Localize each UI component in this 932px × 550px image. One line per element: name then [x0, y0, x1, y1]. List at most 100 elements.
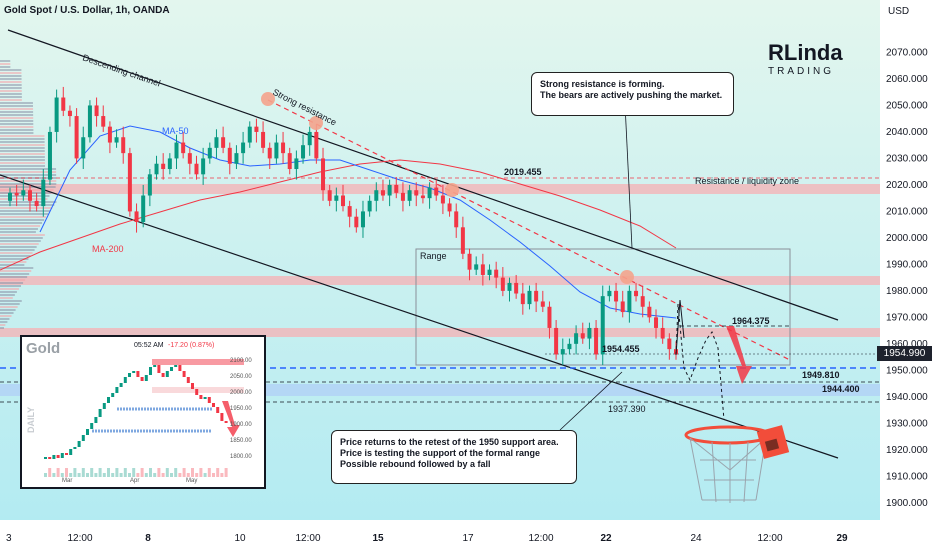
inset-volume-bar	[191, 468, 194, 477]
volume-profile-bar	[0, 231, 36, 233]
candle-body	[207, 147, 212, 159]
candle-body	[274, 142, 279, 159]
resistance-zone	[0, 184, 880, 194]
inset-volume-bar	[178, 473, 182, 477]
price-tick-label: 2050.000	[886, 100, 928, 111]
candle-body	[267, 147, 272, 159]
inset-candle	[224, 421, 228, 423]
time-tick-label: 12:00	[295, 533, 320, 544]
candle-body	[580, 333, 585, 339]
candle-body	[294, 158, 299, 170]
inset-candle	[90, 423, 94, 429]
volume-profile-bar	[0, 204, 55, 206]
volume-profile-bar	[0, 276, 28, 278]
inset-volume-bar	[195, 473, 199, 477]
brand-logo: RLinda TRADING	[768, 40, 858, 88]
candle-body	[440, 195, 445, 204]
candle-body	[634, 290, 639, 297]
inset-candle	[69, 449, 73, 455]
inset-volume-bar	[69, 473, 73, 477]
level-1944-label: 1944.400	[822, 384, 860, 394]
volume-profile-bar	[0, 255, 31, 257]
volume-profile-bar	[0, 96, 22, 98]
candle-body	[520, 293, 525, 305]
inset-price-tick: 2050.00	[230, 374, 252, 380]
candle-body	[554, 327, 559, 355]
volume-profile-bar	[0, 117, 34, 119]
inset-volume-bar	[52, 473, 56, 477]
time-tick-label: 15	[372, 533, 384, 544]
time-tick-label: 24	[690, 533, 702, 544]
candle-body	[614, 290, 619, 302]
inset-candle	[128, 373, 131, 377]
volume-profile-bar	[0, 120, 34, 122]
volume-profile-bar	[0, 66, 11, 68]
candle-body	[94, 105, 99, 117]
inset-candle	[157, 365, 161, 373]
inset-candle	[161, 373, 165, 377]
candle-body	[400, 192, 405, 201]
inset-volume-bar	[81, 468, 85, 477]
candle-body	[174, 142, 179, 159]
inset-volume-bar	[182, 468, 186, 477]
candle-body	[347, 206, 352, 217]
inset-candle	[216, 407, 220, 413]
time-tick-label: 12:00	[757, 533, 782, 544]
level-2019-label: 2019.455	[504, 167, 542, 177]
inset-candle	[115, 387, 119, 393]
inset-candle	[220, 413, 224, 421]
inset-price-tick: 1800.00	[230, 454, 252, 460]
inset-volume-bar	[144, 473, 148, 477]
inset-candle	[191, 383, 194, 389]
level-1954-label: 1954.455	[602, 344, 640, 354]
candle-body	[427, 187, 432, 199]
inset-time: 05:52 AM	[134, 342, 164, 349]
volume-profile-bar	[0, 327, 4, 329]
bear-arrow	[726, 326, 752, 384]
volume-profile-bar	[0, 303, 20, 305]
candle-body	[67, 110, 72, 117]
candle-body	[154, 163, 159, 175]
inset-candle	[174, 365, 178, 367]
candle-body	[241, 142, 246, 154]
time-tick-label: 29	[836, 533, 848, 544]
time-tick-label: 8	[145, 533, 151, 544]
inset-volume-bar	[56, 468, 60, 477]
range-upper-zone	[0, 276, 880, 285]
candle-body	[460, 227, 465, 254]
chart-title: Gold Spot / U.S. Dollar, 1h, OANDA	[4, 5, 170, 16]
level-1964-label: 1964.375	[732, 316, 770, 326]
volume-profile-bar	[0, 189, 54, 191]
time-tick-label: 12:00	[67, 533, 92, 544]
candle-body	[134, 211, 139, 222]
inset-candle	[56, 455, 60, 458]
volume-profile-bar	[0, 291, 17, 293]
volume-profile-bar	[0, 168, 57, 170]
volume-profile-bar	[0, 237, 43, 239]
inset-volume-bar	[212, 473, 215, 477]
candle-body	[341, 195, 345, 207]
candle-body	[494, 269, 499, 278]
candle-body	[334, 195, 339, 201]
inset-candle	[144, 375, 148, 381]
inset-volume-bar	[186, 473, 190, 477]
candle-body	[480, 264, 485, 275]
inset-candle	[149, 367, 152, 375]
inset-candle	[81, 435, 85, 441]
candle-body	[414, 190, 419, 196]
price-tick-label: 2000.000	[886, 233, 928, 244]
candle-body	[660, 327, 665, 339]
projection-path-real	[675, 299, 685, 356]
level-1937-label: 1937.390	[608, 404, 646, 414]
inset-candle	[65, 453, 68, 455]
inset-volume-bar	[149, 468, 152, 477]
volume-profile-bar	[0, 81, 22, 83]
volume-profile-bar	[0, 324, 6, 326]
price-tick-label: 1900.000	[886, 498, 928, 509]
candle-body	[354, 216, 359, 228]
volume-profile-bar	[0, 201, 57, 203]
inset-volume-bar	[115, 468, 119, 477]
volume-profile-bar	[0, 171, 57, 173]
inset-candle	[207, 397, 211, 403]
inset-candle	[199, 395, 203, 399]
